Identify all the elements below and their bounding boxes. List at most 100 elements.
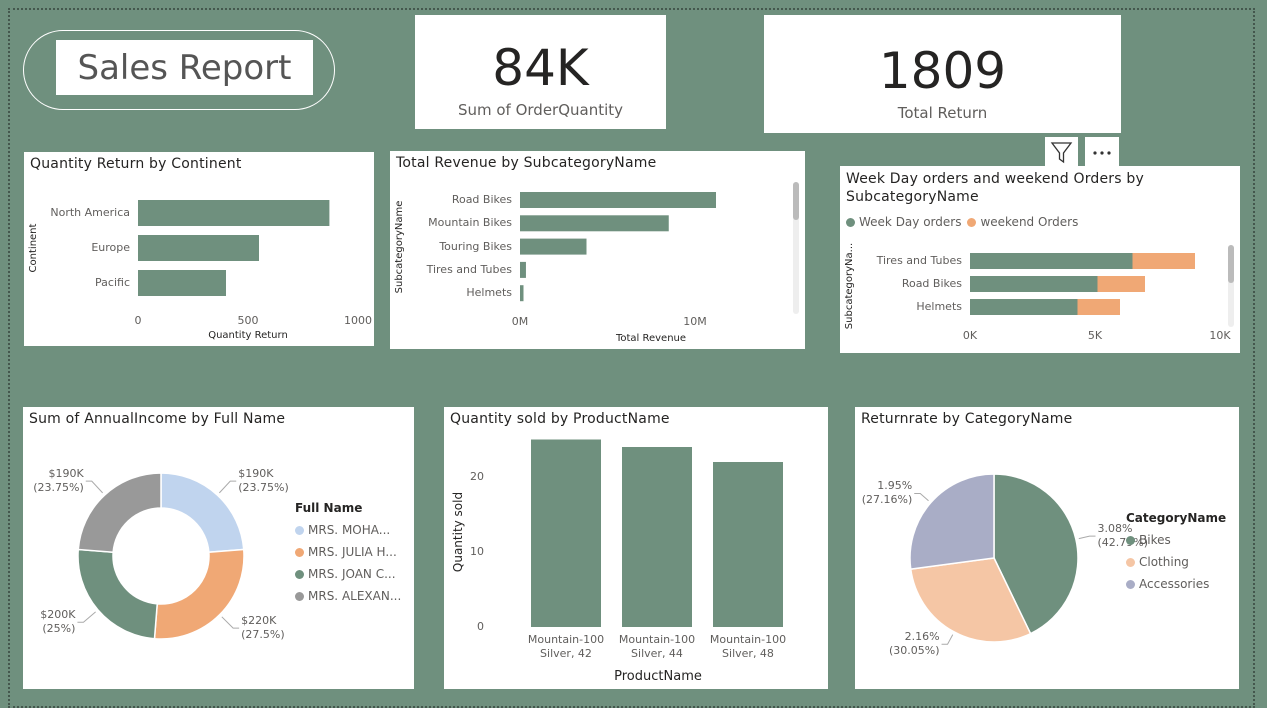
chart-title: Sum of AnnualIncome by Full Name <box>29 411 286 427</box>
chart-card: Sum of AnnualIncome by Full Name $190K (2… <box>23 407 414 689</box>
bar <box>520 238 587 255</box>
plot <box>970 245 1234 327</box>
filter-icon <box>1050 142 1073 164</box>
slice <box>909 557 1032 643</box>
plot <box>531 439 783 627</box>
chart-title: Returnrate by CategoryName <box>861 411 1073 427</box>
plot <box>909 473 1096 645</box>
x-tick-label: 0K <box>962 329 978 342</box>
x-tick-label: 1000 <box>344 314 372 327</box>
y-tick-label: 10 <box>470 545 484 558</box>
y-axis-label: SubcategoryNa... <box>844 242 855 330</box>
leader-line <box>85 480 103 494</box>
bar <box>138 200 330 226</box>
data-label: $190K (23.75%) <box>238 467 289 495</box>
bar <box>531 439 601 627</box>
kpi-card: 1809 Total Return <box>764 15 1121 133</box>
plot <box>520 182 799 314</box>
legend-label: MRS. JULIA H... <box>308 545 397 559</box>
legend: Full Name MRS. MOHA... MRS. JULIA H... MRS.… <box>295 501 407 611</box>
report-title: Sales Report <box>56 40 313 95</box>
y-tick-label: Road Bikes <box>901 277 962 290</box>
legend-title: CategoryName <box>1126 511 1227 525</box>
y-tick-label: 20 <box>470 470 484 483</box>
chart-title: Total Revenue by SubcategoryName <box>396 155 657 171</box>
kpi-value: 1809 <box>878 42 1007 100</box>
leader-line <box>219 480 237 494</box>
legend-label: MRS. ALEXAN... <box>308 589 402 603</box>
x-axis-label: ProductName <box>614 669 702 684</box>
legend-marker <box>295 547 304 557</box>
bar-segment <box>970 299 1078 315</box>
legend-item: Accessories <box>1126 577 1220 591</box>
legend-item: weekend Orders <box>967 215 1078 229</box>
bar <box>138 270 226 296</box>
legend: Week Day orders weekend Orders <box>846 215 1084 229</box>
y-axis-label: SubcategoryName <box>394 200 405 294</box>
slice <box>160 472 245 554</box>
kpi-card: 84K Sum of OrderQuantity <box>415 15 666 129</box>
x-tick-label: 5K <box>1087 329 1103 342</box>
legend-title: Full Name <box>295 501 363 515</box>
y-tick-label: Touring Bikes <box>439 239 512 253</box>
legend-label: Week Day orders <box>859 215 962 229</box>
chart-card: Quantity sold by ProductName 0 10 20 Mountai… <box>444 407 828 689</box>
legend-label: weekend Orders <box>980 215 1079 229</box>
filter-button[interactable] <box>1045 137 1078 167</box>
slice <box>993 473 1079 635</box>
legend-item: MRS. JULIA H... <box>295 545 401 559</box>
legend-label: Clothing <box>1139 555 1189 569</box>
data-label: 2.16% (30.05%) <box>889 630 940 658</box>
more-icon <box>1093 151 1111 155</box>
bar-segment <box>1077 299 1120 315</box>
kpi-label: Sum of OrderQuantity <box>457 101 624 119</box>
legend-marker <box>967 217 977 227</box>
x-tick-label: 10K <box>1209 329 1231 342</box>
chart-title: Quantity Return by Continent <box>30 156 242 172</box>
leader-line <box>77 611 96 623</box>
slice <box>909 473 995 571</box>
x-tick-label: 10M <box>683 315 707 328</box>
leader-line <box>941 634 954 645</box>
x-axis-label: Total Revenue <box>615 333 687 344</box>
legend-marker <box>1126 579 1135 589</box>
legend-item: Bikes <box>1126 533 1220 547</box>
legend-marker <box>1126 557 1135 567</box>
y-tick-label: 0 <box>477 620 484 633</box>
y-tick-label: Pacific <box>95 276 130 289</box>
legend-label: MRS. JOAN C... <box>308 567 396 581</box>
y-tick-label: North America <box>50 206 130 219</box>
x-tick-label: 0M <box>511 315 529 328</box>
more-options-button[interactable] <box>1085 137 1119 167</box>
data-label: 1.95% (27.16%) <box>861 479 913 507</box>
leader-line <box>221 616 240 629</box>
data-label: $220K (27.5%) <box>241 614 285 642</box>
kpi-value: 84K <box>492 39 589 97</box>
bar <box>622 447 692 627</box>
slice <box>77 472 162 554</box>
chart-card: Total Revenue by SubcategoryName 0M 10M Roa… <box>390 151 805 349</box>
data-label: 3.08% (42.79%) <box>1097 522 1149 550</box>
x-tick-label: Mountain-100 Silver, 42 <box>527 633 605 660</box>
legend-label: MRS. MOHA... <box>308 523 391 537</box>
legend-label: Bikes <box>1139 533 1171 547</box>
y-tick-label: Helmets <box>466 286 512 300</box>
y-tick-label: Road Bikes <box>451 193 512 206</box>
x-tick-label: Mountain-100 Silver, 44 <box>618 633 696 660</box>
y-axis-label: Continent <box>28 223 39 273</box>
plot <box>138 200 330 296</box>
legend-marker <box>295 591 304 601</box>
bar <box>138 235 259 261</box>
chart-title: Quantity sold by ProductName <box>450 411 670 427</box>
slice <box>77 548 159 640</box>
x-tick-label: Mountain-100 Silver, 48 <box>709 633 787 660</box>
legend-marker <box>295 569 304 579</box>
x-axis-label: Quantity Return <box>208 330 288 341</box>
chart-title: Week Day orders and weekend Orders by Su… <box>846 171 1144 205</box>
legend-label: Accessories <box>1139 577 1210 591</box>
chart-card: Week Day orders and weekend Orders by Su… <box>840 166 1240 353</box>
y-axis-label: Quantity sold <box>451 491 465 573</box>
y-tick-label: Tires and Tubes <box>426 262 512 276</box>
bar-segment <box>970 253 1133 269</box>
